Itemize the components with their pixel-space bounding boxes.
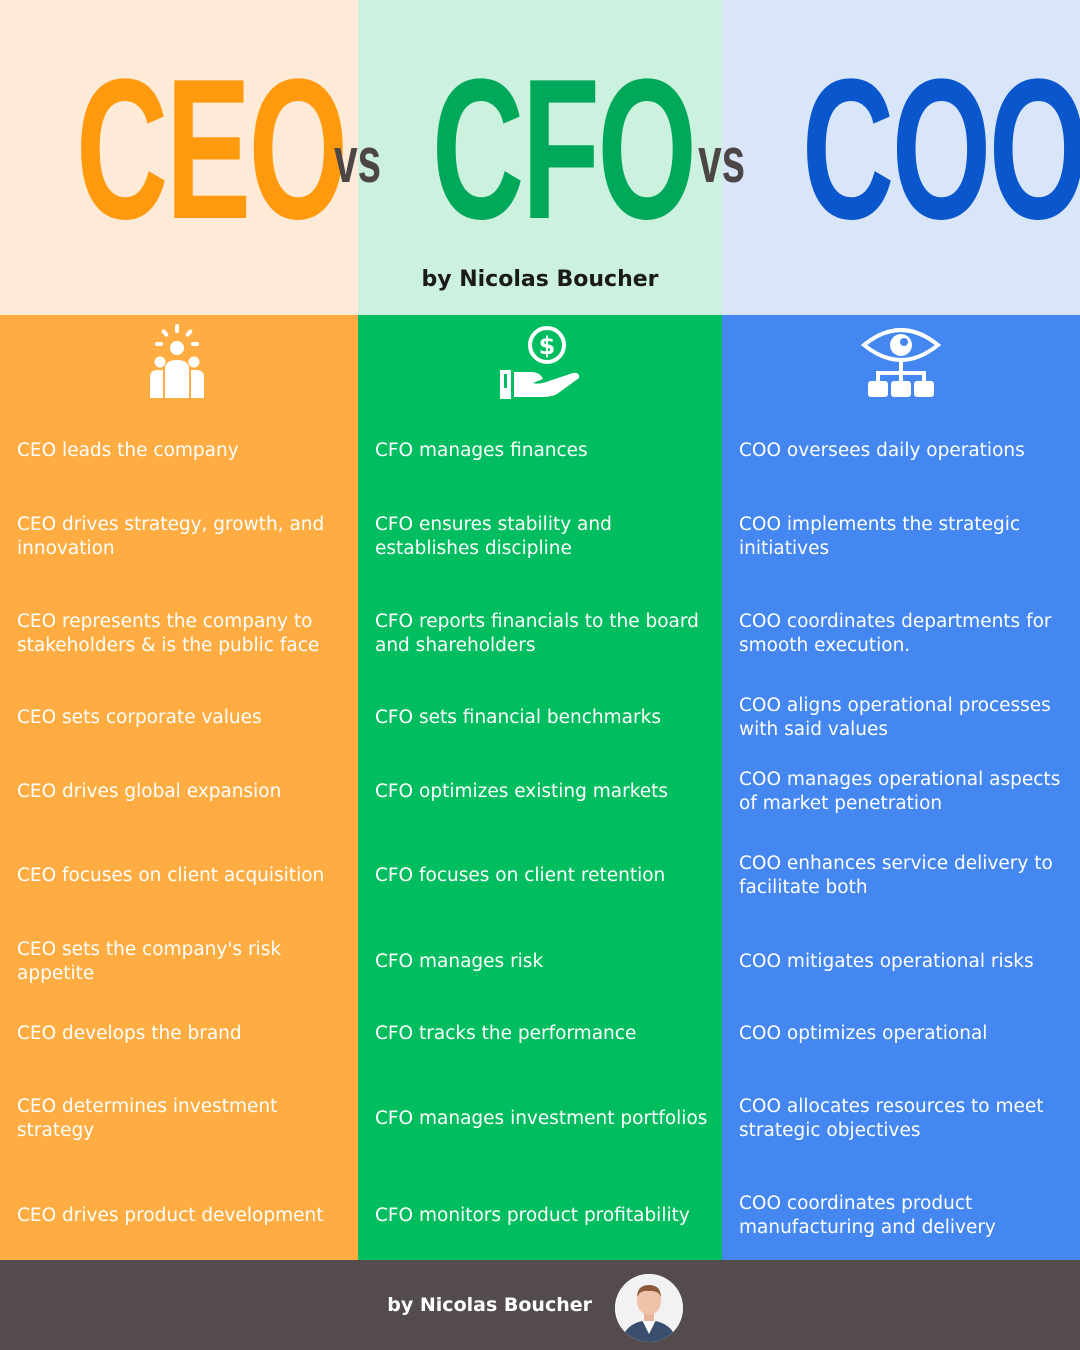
title-ceo-text: CEO <box>75 38 348 261</box>
coo-item: COO oversees daily operations <box>739 440 1025 461</box>
svg-text:$: $ <box>539 332 556 360</box>
title-coo: COO <box>722 40 1080 260</box>
title-coo-text: COO <box>801 38 1080 261</box>
header-bg-ceo <box>0 0 358 315</box>
ceo-item: CEO develops the brand <box>17 1023 242 1044</box>
ceo-item: CEO drives strategy, growth, and innovat… <box>17 514 325 559</box>
coo-item: COO coordinates departments for smooth e… <box>739 611 1052 656</box>
cfo-item: CFO optimizes existing markets <box>375 781 669 802</box>
cfo-item: CFO manages investment portfolios <box>375 1108 708 1129</box>
coo-item: COO aligns operational processes with sa… <box>739 695 1051 740</box>
ceo-item: CEO focuses on client acquisition <box>17 865 325 886</box>
cfo-item: CFO ensures stability and establishes di… <box>375 514 612 559</box>
ceo-item: CEO sets corporate values <box>17 707 262 728</box>
coo-item: COO mitigates operational risks <box>739 951 1034 972</box>
coo-item: COO implements the strategic initiatives <box>739 514 1021 559</box>
coo-column: COO oversees daily operations COO impleme… <box>722 315 1080 1260</box>
ceo-item: CEO drives product development <box>17 1205 324 1226</box>
cfo-item: CFO focuses on client retention <box>375 865 666 886</box>
footer-byline: by Nicolas Boucher <box>387 1294 592 1316</box>
ceo-item: CEO determines investment strategy <box>17 1096 278 1141</box>
vs-label-left: vs <box>318 120 398 200</box>
dollar-hand-icon: $ <box>358 323 722 403</box>
ceo-item: CEO sets the company's risk appetite <box>17 939 282 984</box>
title-cfo: CFO <box>358 40 722 260</box>
vs-right-text: vs <box>698 124 746 196</box>
cfo-item: CFO tracks the performance <box>375 1023 637 1044</box>
cfo-item: CFO sets financial benchmarks <box>375 707 661 728</box>
ceo-column: CEO leads the company CEO drives strategy… <box>0 315 358 1260</box>
cfo-item: CFO monitors product profitability <box>375 1205 690 1226</box>
footer: by Nicolas Boucher <box>0 1260 1080 1350</box>
cfo-item: CFO reports financials to the board and … <box>375 611 699 656</box>
header-byline: by Nicolas Boucher <box>421 267 659 292</box>
cfo-column: $ CFO manages finances CFO ensures stabil… <box>358 315 722 1260</box>
header-bg-coo <box>722 0 1080 315</box>
coo-item: COO manages operational aspects of marke… <box>739 769 1061 814</box>
vs-label-right: vs <box>682 120 762 200</box>
team-leader-icon <box>0 323 358 403</box>
coo-item: COO allocates resources to meet strategi… <box>739 1096 1044 1141</box>
ceo-item: CEO drives global expansion <box>17 781 282 802</box>
coo-item: COO optimizes operational <box>739 1023 988 1044</box>
ceo-item: CEO represents the company to stakeholde… <box>17 611 320 656</box>
cfo-item: CFO manages risk <box>375 951 544 972</box>
vs-left-text: vs <box>334 124 382 196</box>
eye-hierarchy-icon <box>722 323 1080 403</box>
coo-item: COO coordinates product manufacturing an… <box>739 1193 996 1238</box>
author-avatar <box>615 1274 683 1342</box>
cfo-item: CFO manages finances <box>375 440 588 461</box>
title-cfo-text: CFO <box>431 38 697 261</box>
coo-item: COO enhances service delivery to facilit… <box>739 853 1053 898</box>
ceo-item: CEO leads the company <box>17 440 239 461</box>
header-bg-cfo <box>358 0 722 315</box>
title-ceo: CEO <box>0 40 358 260</box>
